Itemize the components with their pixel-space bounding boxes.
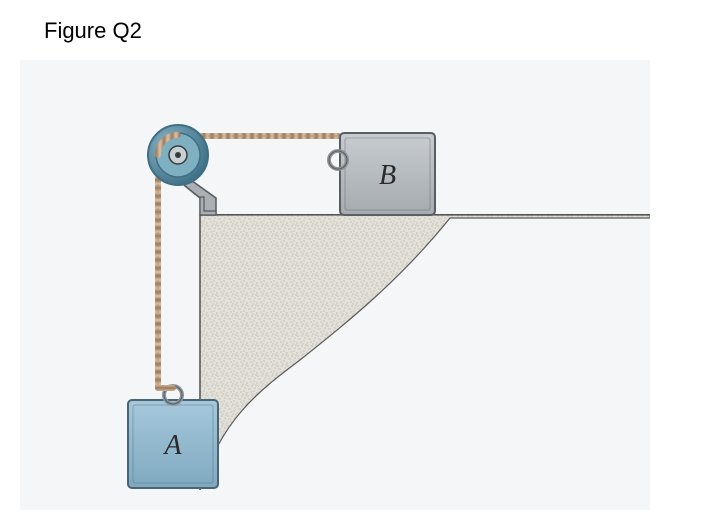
cliff-surface xyxy=(200,215,650,490)
figure-panel: BA xyxy=(20,60,650,510)
block-a-label: A xyxy=(162,430,182,461)
block-b-label: B xyxy=(379,160,396,191)
figure-title: Figure Q2 xyxy=(44,18,142,44)
diagram-svg: BA xyxy=(20,60,650,510)
